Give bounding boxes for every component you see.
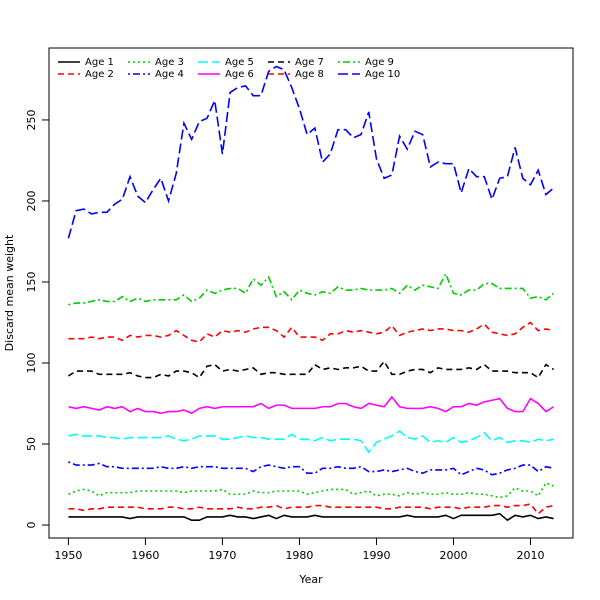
y-tick-label: 200 [25,190,38,211]
x-tick-label: 2010 [516,549,544,562]
series-line [68,481,554,499]
legend-label: Age 1 [85,57,114,68]
y-tick-label: 250 [25,109,38,130]
y-tick-label: 100 [25,353,38,374]
legend-label: Age 10 [365,69,400,80]
y-axis-label: Discard mean weight [3,234,16,351]
series-line [68,461,554,476]
legend-label: Age 4 [155,69,184,80]
legend-label: Age 2 [85,69,114,80]
legend-label: Age 6 [225,69,254,80]
series-line [68,271,555,306]
legend-label: Age 8 [295,69,324,80]
legend-label: Age 3 [155,57,184,68]
y-tick-label: 50 [25,437,38,451]
series-line [68,430,554,454]
legend-label: Age 5 [225,57,254,68]
legend-label: Age 9 [365,57,394,68]
series-line [68,395,555,415]
x-tick-label: 1990 [362,549,390,562]
series-line [68,321,554,343]
x-tick-label: 1960 [131,549,159,562]
legend-label: Age 7 [295,57,324,68]
y-tick-label: 0 [25,522,38,529]
x-tick-label: 1970 [208,549,236,562]
plot-frame [48,47,574,539]
y-tick-label: 150 [25,271,38,292]
x-axis-label: Year [298,573,323,586]
series-line [67,359,555,379]
series-line [67,65,555,239]
series-line [68,503,554,515]
series-line [68,512,554,522]
x-tick-label: 2000 [439,549,467,562]
x-tick-label: 1980 [285,549,313,562]
x-tick-label: 1950 [54,549,82,562]
